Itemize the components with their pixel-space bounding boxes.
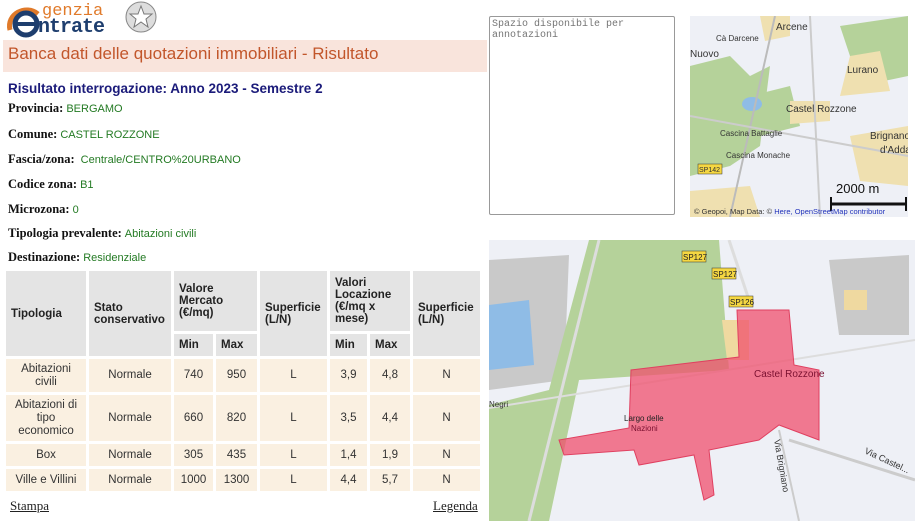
info-fascia-zona: Fascia/zona: Centrale/CENTRO%20URBANO	[8, 152, 241, 166]
table-cell: Normale	[89, 395, 171, 441]
header-max: Max	[370, 334, 410, 356]
table-cell: N	[413, 444, 480, 466]
map-label: Lurano	[847, 65, 879, 76]
header-max: Max	[216, 334, 257, 356]
table-cell: 5,7	[370, 469, 410, 491]
table-cell: Normale	[89, 469, 171, 491]
notes-textarea[interactable]	[489, 16, 675, 215]
table-cell: 1,4	[330, 444, 367, 466]
map-label: Cà Darcene	[716, 34, 759, 43]
table-row: Ville e Villini Normale 1000 1300 L 4,4 5,7 N	[6, 469, 480, 491]
agenzia-entrate-logo: genzia ntrate	[4, 0, 164, 39]
table-row: Abitazioni di tipo economico Normale 660 82…	[6, 395, 480, 441]
table-cell: N	[413, 359, 480, 392]
header-superficie: Superficie (L/N)	[413, 271, 480, 356]
table-cell: 820	[216, 395, 257, 441]
table-cell: Normale	[89, 444, 171, 466]
republic-emblem-icon	[125, 1, 157, 33]
header-stato: Stato conservativo	[89, 271, 171, 356]
table-cell: L	[260, 359, 327, 392]
table-cell: Box	[6, 444, 86, 466]
table-cell: 305	[174, 444, 213, 466]
table-row: Box Normale 305 435 L 1,4 1,9 N	[6, 444, 480, 466]
road-sign: SP142	[699, 167, 720, 174]
table-cell: Ville e Villini	[6, 469, 86, 491]
map-label: Nuovo	[690, 49, 719, 60]
table-cell: 950	[216, 359, 257, 392]
map-label: Largo delle	[624, 414, 664, 423]
road-sign: SP127	[683, 253, 708, 262]
info-provincia: Provincia: BERGAMO	[8, 101, 123, 115]
table-cell: 4,8	[370, 359, 410, 392]
table-cell: 4,4	[370, 395, 410, 441]
table-cell: 4,4	[330, 469, 367, 491]
table-cell: 1000	[174, 469, 213, 491]
table-cell: Normale	[89, 359, 171, 392]
info-comune: Comune: CASTEL ROZZONE	[8, 127, 160, 141]
header-superficie: Superficie (L/N)	[260, 271, 327, 356]
page-title: Banca dati delle quotazioni immobiliari …	[8, 44, 379, 63]
table-cell: N	[413, 469, 480, 491]
map-label: Castel Rozzone	[786, 104, 857, 115]
table-cell: L	[260, 444, 327, 466]
table-cell: Abitazioni civili	[6, 359, 86, 392]
scale-bar-icon	[830, 197, 907, 211]
table-cell: 1300	[216, 469, 257, 491]
header-min: Min	[174, 334, 213, 356]
info-codice-zona: Codice zona: B1	[8, 177, 94, 191]
map-attribution: © Geopoi, Map Data: © Here, OpenStreetMa…	[694, 207, 886, 216]
info-microzona: Microzona: 0	[8, 202, 79, 216]
table-cell: 660	[174, 395, 213, 441]
print-link[interactable]: Stampa	[10, 498, 49, 513]
info-tipologia-prevalente: Tipologia prevalente: Abitazioni civili	[8, 226, 197, 240]
header-tipologia: Tipologia	[6, 271, 86, 356]
table-row: Abitazioni civili Normale 740 950 L 3,9 4,8 N	[6, 359, 480, 392]
road-sign: SP126	[730, 298, 755, 307]
result-subtitle: Risultato interrogazione: Anno 2023 - Se…	[8, 81, 323, 96]
scale-label: 2000 m	[836, 181, 879, 196]
road-sign: SP127	[713, 270, 738, 279]
zone-polygon	[558, 309, 820, 501]
header-min: Min	[330, 334, 367, 356]
map-label: Cascina Battaglie	[720, 129, 783, 138]
quotations-table: Tipologia Stato conservativo Valore Merc…	[3, 268, 483, 494]
map-label: Negri	[489, 400, 508, 409]
header-valore-mercato: Valore Mercato (€/mq)	[174, 271, 257, 331]
table-cell: 1,9	[370, 444, 410, 466]
table-cell: 740	[174, 359, 213, 392]
map-label: Castel Rozzone	[754, 369, 825, 380]
map-label: d'Adda	[880, 145, 908, 156]
header-valori-locazione: Valori Locazione (€/mq x mese)	[330, 271, 410, 331]
table-cell: 3,5	[330, 395, 367, 441]
table-cell: 3,9	[330, 359, 367, 392]
map-label: Brignano	[870, 131, 908, 142]
table-cell: L	[260, 395, 327, 441]
overview-map[interactable]: Arcene Cà Darcene Nuovo Lurano Castel Ro…	[690, 16, 908, 217]
map-label: Arcene	[776, 22, 808, 33]
table-cell: Abitazioni di tipo economico	[6, 395, 86, 441]
page-header-banner: Banca dati delle quotazioni immobiliari …	[3, 40, 487, 72]
table-cell: 435	[216, 444, 257, 466]
zone-map[interactable]: SP127 SP127 SP126 Castel Rozzone Largo d…	[489, 240, 915, 521]
logo-e-icon	[7, 7, 40, 38]
map-label: Nazioni	[631, 424, 658, 433]
map-label: Cascina Monache	[726, 151, 791, 160]
table-cell: N	[413, 395, 480, 441]
table-cell: L	[260, 469, 327, 491]
info-destinazione: Destinazione: Residenziale	[8, 250, 147, 264]
legend-link[interactable]: Legenda	[433, 498, 478, 513]
